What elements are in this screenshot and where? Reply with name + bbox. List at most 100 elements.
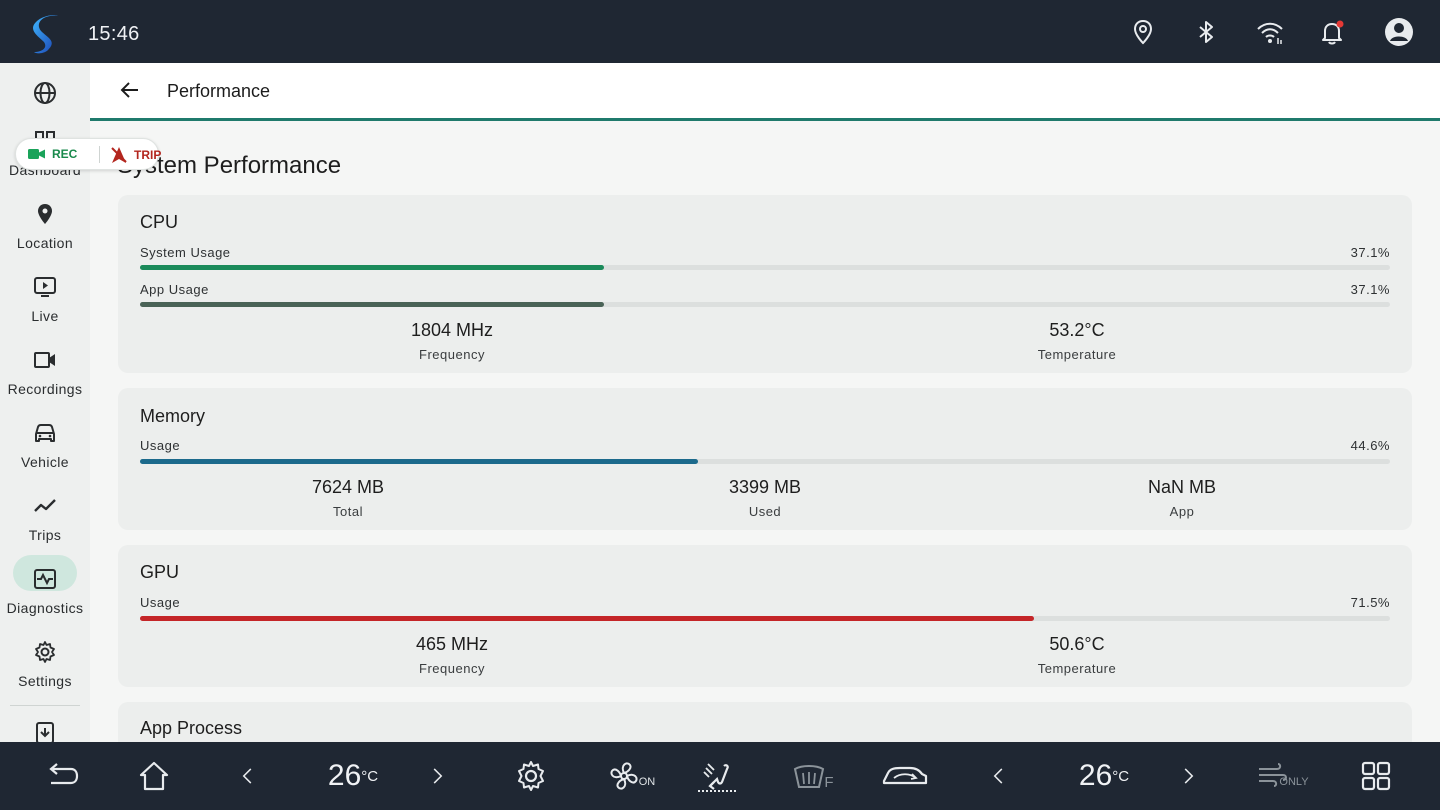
cpu-app-usage-label: App Usage xyxy=(140,282,209,297)
left-temp-increase-chevron-right-icon[interactable] xyxy=(425,758,449,794)
video-camera-icon xyxy=(33,348,57,372)
nav-item-vehicle[interactable]: Vehicle xyxy=(0,421,90,491)
account-icon[interactable] xyxy=(1384,17,1414,47)
car-icon xyxy=(33,421,57,445)
memory-app-label: App xyxy=(1169,504,1195,519)
active-indicator xyxy=(13,555,77,591)
memory-used-label: Used xyxy=(748,504,782,519)
memory-total-value: 7624 MB xyxy=(311,477,385,497)
memory-total-label: Total xyxy=(333,504,363,519)
trip-navigation-icon xyxy=(111,147,127,163)
nav-item-browser[interactable] xyxy=(0,81,90,151)
cpu-app-usage-bar xyxy=(140,302,1390,307)
fresh-air-control[interactable]: ONLY xyxy=(1250,758,1314,794)
cpu-frequency-value: 1804 MHz xyxy=(410,320,494,340)
nav-label-trips: Trips xyxy=(28,527,62,543)
cpu-temperature-value: 53.2°C xyxy=(1049,320,1105,340)
side-navigation: Dashboard Location Live Recordings Vehic… xyxy=(0,63,90,743)
play-screen-icon xyxy=(33,275,57,299)
right-temperature-value: 26 xyxy=(1078,759,1113,792)
nav-item-settings[interactable]: Settings xyxy=(0,640,90,710)
cpu-frequency-label: Frequency xyxy=(419,347,485,362)
wifi-icon[interactable] xyxy=(1256,18,1284,46)
gpu-temperature-stat: 50.6°C Temperature xyxy=(977,634,1177,676)
gpu-usage-row: Usage 71.5% xyxy=(140,595,1390,610)
back-arrow-icon[interactable] xyxy=(118,78,142,102)
nav-label-location: Location xyxy=(16,235,74,251)
gear-icon xyxy=(33,640,57,664)
nav-item-diagnostics[interactable]: Diagnostics xyxy=(0,555,90,637)
pulse-icon xyxy=(33,567,57,591)
gpu-temperature-value: 50.6°C xyxy=(1049,634,1105,654)
gpu-frequency-stat: 465 MHz Frequency xyxy=(352,634,552,676)
memory-app-stat: NaN MB App xyxy=(1082,477,1282,519)
nav-item-location[interactable]: Location xyxy=(0,202,90,272)
cpu-frequency-stat: 1804 MHz Frequency xyxy=(352,320,552,362)
app-process-card: App Process xyxy=(118,702,1412,742)
nav-label-live: Live xyxy=(31,308,59,324)
climate-bar: 26 °C ON F 26 °C ONLY xyxy=(0,742,1440,810)
trip-indicator: TRIP xyxy=(110,146,161,164)
right-temp-increase-chevron-right-icon[interactable] xyxy=(1176,758,1200,794)
gpu-frequency-label: Frequency xyxy=(419,661,485,676)
map-pin-icon xyxy=(33,202,57,226)
gpu-title: GPU xyxy=(140,562,180,582)
bluetooth-icon[interactable] xyxy=(1192,18,1220,46)
left-temperature[interactable]: 26 °C xyxy=(318,758,388,794)
location-pin-icon[interactable] xyxy=(1129,18,1157,46)
gpu-usage-bar xyxy=(140,616,1390,621)
memory-app-value: NaN MB xyxy=(1147,477,1216,497)
left-temperature-value: 26 xyxy=(327,759,362,792)
memory-usage-percent: 44.6% xyxy=(1350,438,1390,453)
nav-label-vehicle: Vehicle xyxy=(21,454,69,470)
left-temp-decrease-chevron-left-icon[interactable] xyxy=(236,758,260,794)
cpu-app-usage-fill xyxy=(140,302,604,307)
right-temperature[interactable]: 26 °C xyxy=(1069,758,1139,794)
nav-label-diagnostics: Diagnostics xyxy=(6,600,84,616)
apps-grid-icon[interactable] xyxy=(1358,758,1394,794)
home-icon[interactable] xyxy=(136,758,172,794)
gpu-usage-label: Usage xyxy=(140,595,181,610)
recording-status-badge[interactable]: REC TRIP xyxy=(15,138,161,170)
status-bar: 15:46 xyxy=(0,0,1440,63)
fresh-air-icon xyxy=(1259,763,1288,787)
nav-item-trips[interactable]: Trips xyxy=(0,494,90,564)
memory-usage-label: Usage xyxy=(140,438,181,453)
rear-defrost-icon xyxy=(794,765,825,788)
cpu-temperature-label: Temperature xyxy=(1037,347,1117,362)
gpu-usage-percent: 71.5% xyxy=(1350,595,1390,610)
fan-state-label: ON xyxy=(638,776,656,788)
nav-item-updates[interactable] xyxy=(0,721,90,743)
seat-airflow-icon[interactable] xyxy=(696,758,738,794)
rear-defrost-control[interactable]: F xyxy=(790,758,836,794)
rear-defrost-label: F xyxy=(824,773,834,791)
download-icon xyxy=(33,721,57,743)
nav-item-recordings[interactable]: Recordings xyxy=(0,348,90,418)
cpu-system-usage-percent: 37.1% xyxy=(1350,245,1390,260)
app-process-title: App Process xyxy=(140,718,243,738)
nav-label-settings: Settings xyxy=(18,673,72,689)
nav-label-recordings: Recordings xyxy=(7,381,83,397)
header-title: Performance xyxy=(167,81,271,101)
memory-title: Memory xyxy=(140,406,206,426)
settings-gear-icon[interactable] xyxy=(513,758,549,794)
app-logo-icon[interactable] xyxy=(28,12,68,56)
cpu-system-usage-row: System Usage 37.1% xyxy=(140,245,1390,260)
globe-icon xyxy=(33,81,57,105)
fan-control[interactable]: ON xyxy=(606,758,656,794)
notification-bell-icon[interactable] xyxy=(1318,18,1346,46)
left-temperature-unit: °C xyxy=(361,767,379,785)
nav-item-live[interactable]: Live xyxy=(0,275,90,345)
right-temp-decrease-chevron-left-icon[interactable] xyxy=(987,758,1011,794)
cpu-title: CPU xyxy=(140,212,179,232)
gpu-usage-fill xyxy=(140,616,1034,621)
rec-label: REC xyxy=(52,147,78,161)
airflow-indicator xyxy=(698,790,736,792)
cpu-system-usage-fill xyxy=(140,265,604,270)
memory-usage-bar xyxy=(140,459,1390,464)
back-icon[interactable] xyxy=(42,758,82,794)
memory-card: Memory Usage 44.6% 7624 MB Total 3399 MB… xyxy=(118,388,1412,530)
cpu-app-usage-percent: 37.1% xyxy=(1350,282,1390,297)
cpu-temperature-stat: 53.2°C Temperature xyxy=(977,320,1177,362)
car-recirculation-icon[interactable] xyxy=(880,758,930,794)
